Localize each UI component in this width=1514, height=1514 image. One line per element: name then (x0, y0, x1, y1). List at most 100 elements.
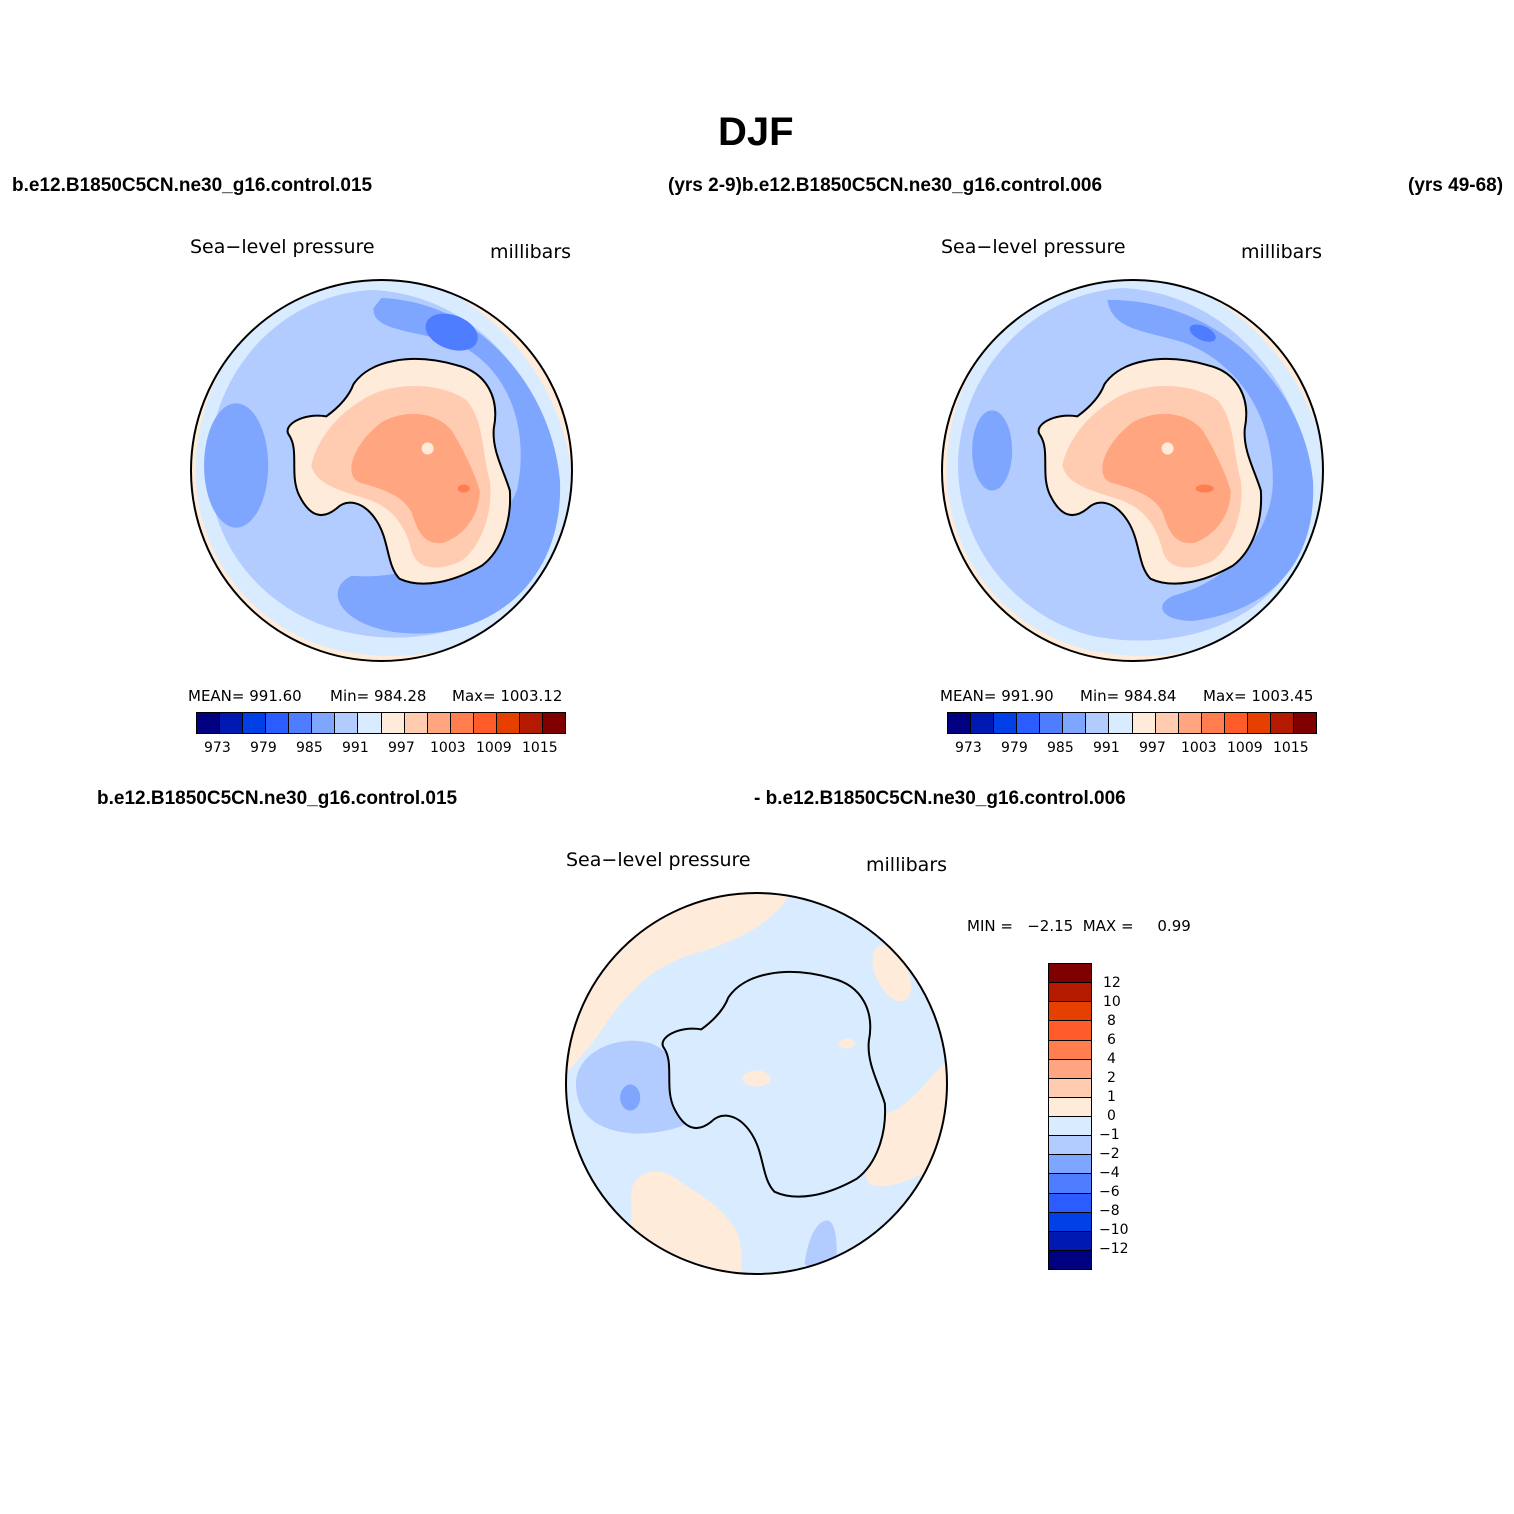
colorbar-swatch (427, 713, 451, 733)
header-diff-case-2: - b.e12.B1850C5CN.ne30_g16.control.006 (754, 788, 1126, 809)
panel1-mean-value: MEAN= 991.60 (188, 687, 302, 705)
panel3-colorbar-label: 1 (1107, 1089, 1116, 1105)
panel3-minmax-value: MIN = −2.15 MAX = 0.99 (967, 917, 1191, 935)
colorbar-swatch (1132, 713, 1156, 733)
panel1-colorbar-tick: 973 (204, 740, 231, 756)
panel3-colorbar-label: −4 (1099, 1165, 1120, 1181)
colorbar-swatch (1109, 713, 1133, 733)
colorbar-swatch (1049, 1174, 1091, 1194)
panel2-mean-value: MEAN= 991.90 (940, 687, 1054, 705)
panel3-negative-1 (576, 1040, 698, 1134)
panel1-plateau-max (457, 484, 470, 493)
panel3-antarctica (661, 971, 887, 1198)
colorbar-swatch (1178, 713, 1202, 733)
panel2-colorbar-tick: 985 (1047, 740, 1074, 756)
panel2-colorbar-tick: 979 (1001, 740, 1028, 756)
colorbar-swatch (1017, 713, 1041, 733)
panel1-colorbar-tick: 991 (342, 740, 369, 756)
panel2-low-centre-east (1189, 324, 1216, 342)
panel2-low-centre-west (972, 410, 1013, 491)
colorbar-swatch (1063, 713, 1087, 733)
colorbar-swatch (312, 713, 336, 733)
panel1-colorbar-tick: 1003 (430, 740, 466, 756)
panel2-colorbar-tick: 997 (1139, 740, 1166, 756)
colorbar-swatch (1049, 1117, 1091, 1137)
panel3-positive-interior (742, 1070, 771, 1087)
colorbar-swatch (1049, 1155, 1091, 1175)
panel1-low-centre-east (425, 313, 478, 351)
panel3-colorbar-label: 10 (1103, 994, 1121, 1010)
panel3-colorbar-label: 6 (1107, 1032, 1116, 1048)
colorbar-swatch (1049, 1021, 1091, 1041)
panel2-plateau-max (1195, 484, 1214, 493)
panel2-colorbar-tick: 991 (1093, 740, 1120, 756)
colorbar-swatch (1293, 713, 1316, 733)
colorbar-swatch (1049, 1212, 1091, 1232)
panel3-colorbar-label: 12 (1103, 975, 1121, 991)
panel1-colorbar-tick: 1009 (476, 740, 512, 756)
colorbar-swatch (1049, 1059, 1091, 1079)
panel2-polar-map (940, 278, 1325, 663)
panel3-colorbar-label: −12 (1099, 1241, 1129, 1257)
colorbar-swatch (948, 713, 972, 733)
colorbar-swatch (1040, 713, 1064, 733)
colorbar-swatch (381, 713, 405, 733)
colorbar-swatch (1049, 1002, 1091, 1022)
panel2-variable-label: Sea−level pressure (941, 236, 1126, 258)
header-case-1: b.e12.B1850C5CN.ne30_g16.control.015 (12, 175, 373, 196)
panel1-colorbar-tick: 985 (296, 740, 323, 756)
panel2-units-label: millibars (1241, 241, 1323, 263)
colorbar-swatch (266, 713, 290, 733)
colorbar-swatch (220, 713, 244, 733)
header-diff-case-1: b.e12.B1850C5CN.ne30_g16.control.015 (97, 788, 458, 809)
colorbar-swatch (1049, 1078, 1091, 1098)
colorbar-swatch (1049, 1250, 1091, 1269)
panel1-polar-map (189, 278, 574, 663)
panel1-variable-label: Sea−level pressure (190, 236, 375, 258)
panel1-globe-outline (189, 278, 574, 663)
panel1-trough-band (337, 298, 561, 634)
colorbar-swatch (335, 713, 359, 733)
colorbar-swatch (1086, 713, 1110, 733)
panel1-plateau-inner-pale (421, 442, 434, 455)
colorbar-swatch (971, 713, 995, 733)
colorbar-swatch (197, 713, 221, 733)
panel2-globe-outline (940, 278, 1325, 663)
panel3-colorbar (1048, 963, 1092, 1270)
colorbar-swatch (1224, 713, 1248, 733)
panel2-trough-band (1107, 300, 1314, 621)
panel3-colorbar-label: −1 (1099, 1127, 1120, 1143)
panel2-colorbar-tick: 1009 (1227, 740, 1263, 756)
panel3-colorbar-label: 0 (1107, 1108, 1116, 1124)
panel2-max-value: Max= 1003.45 (1203, 687, 1314, 705)
colorbar-swatch (1049, 964, 1091, 984)
colorbar-swatch (450, 713, 474, 733)
colorbar-swatch (1049, 1231, 1091, 1251)
colorbar-swatch (1049, 1136, 1091, 1156)
colorbar-swatch (289, 713, 313, 733)
panel3-globe-outline (564, 891, 949, 1276)
colorbar-swatch (243, 713, 267, 733)
panel1-colorbar (196, 712, 566, 734)
panel3-colorbar-label: −10 (1099, 1222, 1129, 1238)
header-years-2: (yrs 49-68) (1408, 175, 1504, 196)
panel3-polar-map (564, 891, 949, 1276)
panel3-positive-interior-2 (838, 1038, 855, 1049)
panel2-plateau-inner-pale (1161, 442, 1174, 455)
panel1-units-label: millibars (490, 241, 572, 263)
colorbar-swatch (1049, 983, 1091, 1003)
panel2-colorbar-tick: 1003 (1181, 740, 1217, 756)
panel2-colorbar (947, 712, 1317, 734)
panel1-colorbar-tick: 997 (388, 740, 415, 756)
panel2-plateau-3 (1102, 413, 1231, 544)
panel3-colorbar-label: 8 (1107, 1013, 1116, 1029)
header-case-2: (yrs 2-9)b.e12.B1850C5CN.ne30_g16.contro… (668, 175, 1103, 196)
panel1-colorbar-tick: 1015 (522, 740, 558, 756)
panel2-colorbar-tick: 1015 (1273, 740, 1309, 756)
colorbar-swatch (1049, 1040, 1091, 1060)
colorbar-swatch (473, 713, 497, 733)
panel3-colorbar-label: −2 (1099, 1146, 1120, 1162)
colorbar-swatch (1155, 713, 1179, 733)
colorbar-swatch (496, 713, 520, 733)
panel3-negative-2 (620, 1084, 641, 1111)
